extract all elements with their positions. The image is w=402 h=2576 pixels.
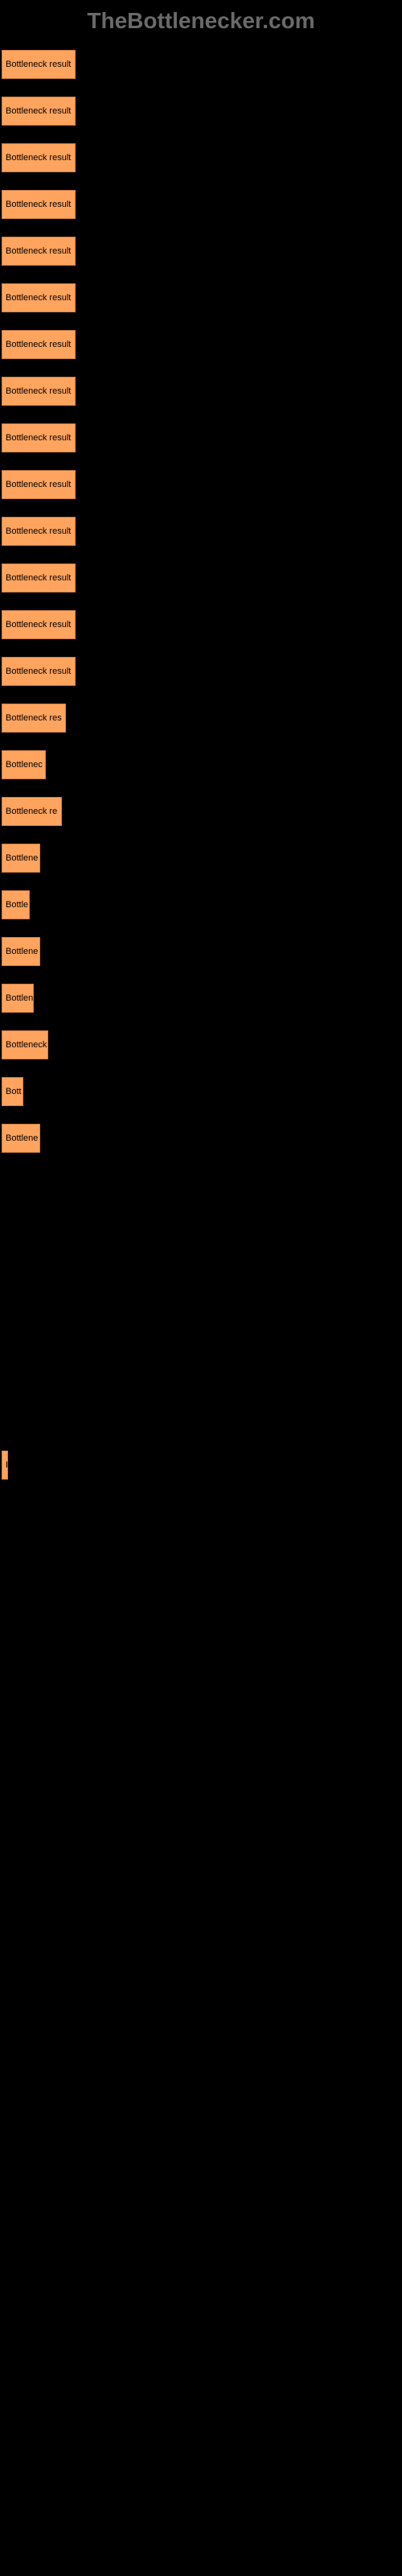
bar-row: Bottlene: [0, 937, 402, 974]
bar-row: Bottlene: [0, 1124, 402, 1161]
chart-bar: Bottleneck result: [2, 97, 76, 126]
chart-bar: Bottle: [2, 890, 30, 919]
chart-bar: Bottleneck result: [2, 143, 76, 172]
bar-row: [0, 1170, 402, 1208]
bar-row: Bottleneck result: [0, 237, 402, 274]
bar-row: Bottleneck result: [0, 50, 402, 87]
chart-bar: Bottlene: [2, 937, 40, 966]
bar-row: Bottleneck result: [0, 517, 402, 554]
chart-bar: B: [2, 1451, 8, 1480]
chart-bar: Bottleneck result: [2, 564, 76, 592]
bar-row: Bottleneck result: [0, 610, 402, 647]
chart-bar: Bottleneck result: [2, 470, 76, 499]
chart-bar: Bottleneck result: [2, 283, 76, 312]
bar-row: Bottleneck re: [0, 797, 402, 834]
chart-bar: Bottleneck: [2, 1030, 48, 1059]
chart-bar: Bottleneck result: [2, 50, 76, 79]
chart-bar: Bottleneck res: [2, 704, 66, 733]
chart-bar: Bott: [2, 1077, 23, 1106]
bar-row: Bottleneck result: [0, 564, 402, 601]
bar-row: Bottleneck result: [0, 190, 402, 227]
chart-bar: Bottleneck result: [2, 377, 76, 406]
bar-row: [0, 1404, 402, 1441]
chart-bar: Bottleneck result: [2, 610, 76, 639]
bar-row: Bottleneck: [0, 1030, 402, 1067]
bar-row: Bottleneck result: [0, 283, 402, 320]
site-title: TheBottlenecker.com: [87, 8, 314, 33]
chart-bar: Bottlen: [2, 984, 34, 1013]
bar-row: Bottle: [0, 890, 402, 927]
bar-row: B: [0, 1451, 402, 1488]
bar-row: Bottlen: [0, 984, 402, 1021]
chart-bar: Bottleneck result: [2, 237, 76, 266]
bar-row: Bottleneck res: [0, 704, 402, 741]
bar-row: Bottleneck result: [0, 470, 402, 507]
chart-bar: Bottleneck result: [2, 330, 76, 359]
bar-row: [0, 1311, 402, 1348]
bar-row: [0, 1357, 402, 1394]
chart-bar: Bottleneck result: [2, 517, 76, 546]
bar-row: [0, 1264, 402, 1301]
chart-bar: Bottleneck result: [2, 190, 76, 219]
bar-row: Bottleneck result: [0, 423, 402, 460]
bar-row: Bott: [0, 1077, 402, 1114]
bar-row: Bottleneck result: [0, 143, 402, 180]
chart-bar: Bottleneck re: [2, 797, 62, 826]
chart-bar: Bottlenec: [2, 750, 46, 779]
bar-row: Bottleneck result: [0, 657, 402, 694]
chart-bar: Bottlene: [2, 1124, 40, 1153]
bar-row: Bottleneck result: [0, 330, 402, 367]
bar-row: Bottlenec: [0, 750, 402, 787]
chart-bar: Bottlene: [2, 844, 40, 873]
bar-row: [0, 1217, 402, 1254]
chart-bar: Bottleneck result: [2, 657, 76, 686]
chart-bar: Bottleneck result: [2, 423, 76, 452]
bar-chart: Bottleneck result Bottleneck result Bottle…: [0, 42, 402, 1505]
bar-row: Bottlene: [0, 844, 402, 881]
bar-row: Bottleneck result: [0, 97, 402, 134]
site-header: TheBottlenecker.com: [0, 0, 402, 42]
bar-row: Bottleneck result: [0, 377, 402, 414]
